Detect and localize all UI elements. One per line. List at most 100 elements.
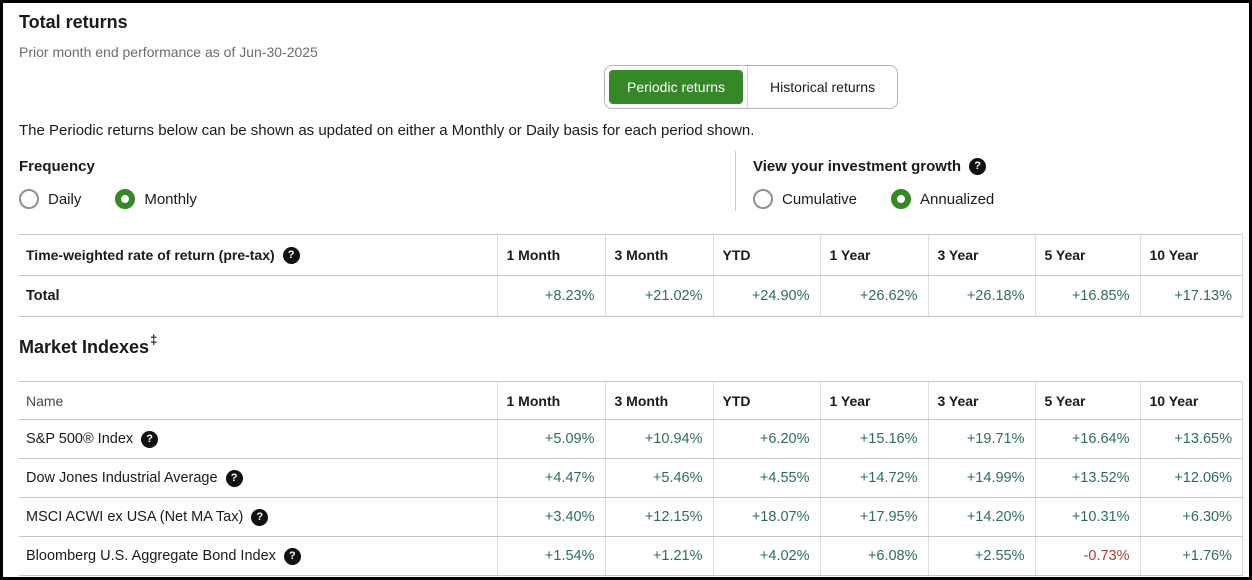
table-row-sp500: S&P 500® Index ? +5.09% +10.94% +6.20% +… xyxy=(19,419,1243,459)
growth-option-annualized[interactable]: Annualized xyxy=(891,189,994,209)
return-value-cell: +14.20% xyxy=(927,497,1035,537)
market-indexes-table: Name 1 Month 3 Month YTD 1 Year 3 Year 5… xyxy=(19,381,1243,576)
return-value-cell: +5.46% xyxy=(604,458,713,498)
investment-growth-help-icon[interactable]: ? xyxy=(969,158,987,175)
column-header: 3 Year xyxy=(927,234,1035,276)
column-header: 3 Month xyxy=(604,381,713,420)
return-value-cell: +18.07% xyxy=(712,497,820,537)
returns-view-toggle: Periodic returns Historical returns xyxy=(604,65,899,109)
radio-selected-icon[interactable] xyxy=(115,189,136,209)
radio-selected-icon[interactable] xyxy=(891,189,912,209)
investment-growth-label: View your investment growth xyxy=(753,158,962,175)
return-value-cell: -0.73% xyxy=(1034,536,1140,576)
growth-options: Cumulative Annualized xyxy=(753,189,1028,209)
row-name: Total xyxy=(19,275,497,317)
returns-view-toggle-group: Periodic returns Historical returns xyxy=(604,65,899,109)
toggle-divider xyxy=(747,66,749,108)
return-value-cell: +6.30% xyxy=(1139,497,1243,537)
column-header: 5 Year xyxy=(1034,234,1140,276)
column-header: 3 Month xyxy=(604,234,713,276)
return-value-cell: +15.16% xyxy=(819,419,928,459)
return-value-cell: +8.23% xyxy=(496,275,605,317)
historical-returns-tab[interactable]: Historical returns xyxy=(752,70,894,104)
frequency-monthly-label: Monthly xyxy=(144,190,197,208)
return-value-cell: +3.40% xyxy=(496,497,605,537)
radio-unselected-icon[interactable] xyxy=(19,189,39,209)
column-header: 1 Month xyxy=(496,381,605,420)
twr-table: Time-weighted rate of return (pre-tax) ?… xyxy=(19,234,1243,317)
twr-header-row: Time-weighted rate of return (pre-tax) ?… xyxy=(19,234,1243,276)
performance-as-of-date: Prior month end performance as of Jun-30… xyxy=(19,44,318,60)
growth-cumulative-label: Cumulative xyxy=(782,190,858,208)
return-value-cell: +12.15% xyxy=(604,497,713,537)
return-value-cell: +1.21% xyxy=(604,536,713,576)
return-value-cell: +14.72% xyxy=(819,458,928,498)
return-value-cell: +26.18% xyxy=(927,275,1035,317)
twr-help-icon[interactable]: ? xyxy=(282,246,300,264)
table-row-msci-acwi: MSCI ACWI ex USA (Net MA Tax) ? +3.40% +… xyxy=(19,497,1243,537)
table-row-dow-jones: Dow Jones Industrial Average ? +4.47% +5… xyxy=(19,458,1243,498)
frequency-section: Frequency Daily Monthly xyxy=(19,158,735,211)
column-header: 3 Year xyxy=(927,381,1035,420)
return-value-cell: +24.90% xyxy=(712,275,820,317)
return-value-cell: +14.99% xyxy=(927,458,1035,498)
column-header: YTD xyxy=(712,381,820,420)
row-name: Dow Jones Industrial Average xyxy=(26,470,218,486)
row-name: MSCI ACWI ex USA (Net MA Tax) xyxy=(26,509,244,525)
sp500-help-icon[interactable]: ? xyxy=(141,430,159,448)
page-title: Total returns xyxy=(19,12,128,32)
return-value-cell: +1.76% xyxy=(1139,536,1243,576)
return-value-cell: +21.02% xyxy=(604,275,713,317)
periodic-returns-tab[interactable]: Periodic returns xyxy=(609,70,744,104)
return-value-cell: +17.13% xyxy=(1139,275,1243,317)
return-value-cell: +16.85% xyxy=(1034,275,1140,317)
return-value-cell: +4.47% xyxy=(496,458,605,498)
market-indexes-title: Market Indexes‡ xyxy=(19,332,157,358)
radio-unselected-icon[interactable] xyxy=(753,189,773,209)
column-header: 10 Year xyxy=(1139,381,1243,420)
investment-growth-section: View your investment growth ? Cumulative… xyxy=(736,158,1028,211)
return-value-cell: +6.20% xyxy=(712,419,820,459)
growth-option-cumulative[interactable]: Cumulative xyxy=(753,189,857,209)
table-row-total: Total +8.23% +21.02% +24.90% +26.62% +26… xyxy=(19,275,1243,317)
name-column-header: Name xyxy=(19,381,497,420)
return-value-cell: +17.95% xyxy=(819,497,928,537)
frequency-daily-label: Daily xyxy=(48,190,82,208)
twr-header-label: Time-weighted rate of return (pre-tax) xyxy=(26,247,275,263)
return-value-cell: +5.09% xyxy=(496,419,605,459)
indexes-header-row: Name 1 Month 3 Month YTD 1 Year 3 Year 5… xyxy=(19,381,1243,420)
frequency-option-monthly[interactable]: Monthly xyxy=(115,189,197,209)
return-value-cell: +4.55% xyxy=(712,458,820,498)
return-value-cell: +16.64% xyxy=(1034,419,1140,459)
row-name: Bloomberg U.S. Aggregate Bond Index xyxy=(26,548,276,564)
return-value-cell: +2.55% xyxy=(927,536,1035,576)
column-header: 5 Year xyxy=(1034,381,1140,420)
column-header: 1 Year xyxy=(819,381,928,420)
bloomberg-agg-help-icon[interactable]: ? xyxy=(283,547,301,565)
return-value-cell: +13.65% xyxy=(1139,419,1243,459)
return-value-cell: +19.71% xyxy=(927,419,1035,459)
dow-jones-help-icon[interactable]: ? xyxy=(225,469,243,487)
market-indexes-title-text: Market Indexes xyxy=(19,337,150,357)
controls-row: Frequency Daily Monthly View your invest… xyxy=(19,151,1028,211)
vertical-divider xyxy=(735,151,736,211)
column-header: YTD xyxy=(712,234,820,276)
column-header: 10 Year xyxy=(1139,234,1243,276)
msci-acwi-help-icon[interactable]: ? xyxy=(251,508,269,526)
return-value-cell: +1.54% xyxy=(496,536,605,576)
table-row-bloomberg-agg: Bloomberg U.S. Aggregate Bond Index ? +1… xyxy=(19,536,1243,576)
periodic-returns-description: The Periodic returns below can be shown … xyxy=(19,122,755,139)
return-value-cell: +6.08% xyxy=(819,536,928,576)
return-value-cell: +13.52% xyxy=(1034,458,1140,498)
column-header: 1 Year xyxy=(819,234,928,276)
frequency-option-daily[interactable]: Daily xyxy=(19,189,81,209)
return-value-cell: +4.02% xyxy=(712,536,820,576)
return-value-cell: +10.31% xyxy=(1034,497,1140,537)
frequency-label: Frequency xyxy=(19,158,95,175)
return-value-cell: +10.94% xyxy=(604,419,713,459)
column-header: 1 Month xyxy=(496,234,605,276)
return-value-cell: +26.62% xyxy=(819,275,928,317)
frequency-options: Daily Monthly xyxy=(19,189,735,209)
growth-annualized-label: Annualized xyxy=(920,190,995,208)
